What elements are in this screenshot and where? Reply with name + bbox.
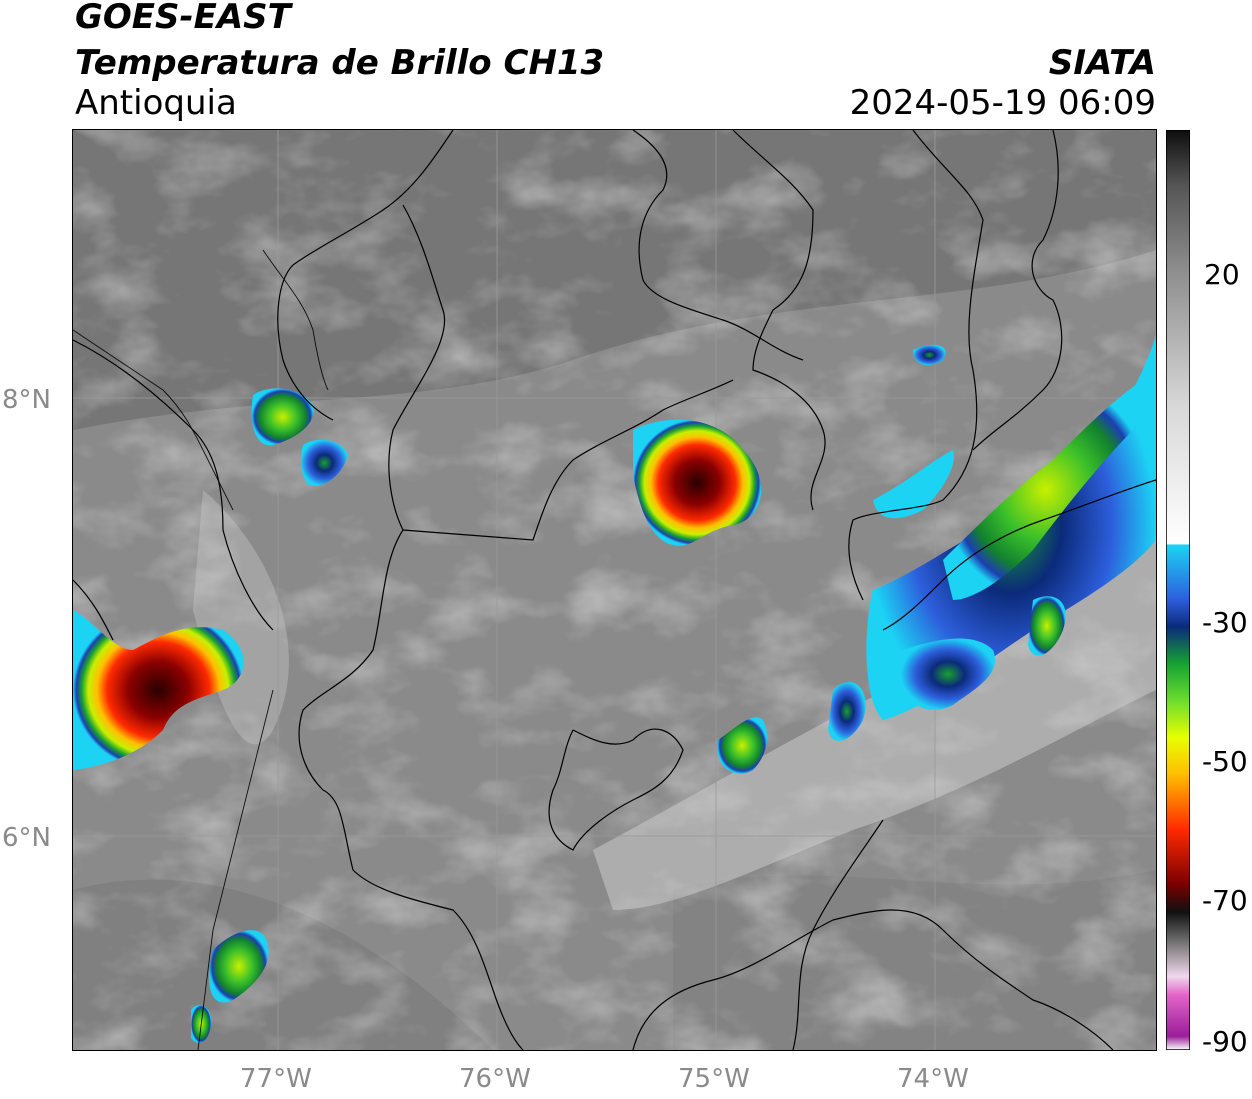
lat-label-6n: 6°N <box>2 823 51 853</box>
lat-label-8n: 8°N <box>2 385 51 415</box>
colorbar-tick-minus50: -50 <box>1202 745 1248 778</box>
organization-label: SIATA <box>1048 43 1156 83</box>
colorbar-tick-minus90: -90 <box>1202 1025 1248 1058</box>
lon-label-74w: 74°W <box>897 1064 969 1094</box>
timestamp-label: 2024-05-19 06:09 <box>849 83 1156 123</box>
colorbar-tick-20: 20 <box>1204 258 1240 291</box>
temperature-colorbar <box>1166 130 1190 1050</box>
colorbar-tick-minus70: -70 <box>1202 884 1248 917</box>
coastline <box>73 249 329 1050</box>
lon-label-76w: 76°W <box>459 1064 531 1094</box>
satellite-map[interactable] <box>73 130 1156 1050</box>
lon-label-75w: 75°W <box>678 1064 750 1094</box>
convective-cells <box>73 330 1156 1043</box>
colorbar-tick-minus30: -30 <box>1202 606 1248 639</box>
region-label: Antioquia <box>75 83 237 123</box>
lon-label-77w: 77°W <box>240 1064 312 1094</box>
product-title: Temperatura de Brillo CH13 <box>75 43 605 83</box>
satellite-title: GOES-EAST <box>75 0 291 37</box>
admin-boundaries <box>73 130 1156 1050</box>
